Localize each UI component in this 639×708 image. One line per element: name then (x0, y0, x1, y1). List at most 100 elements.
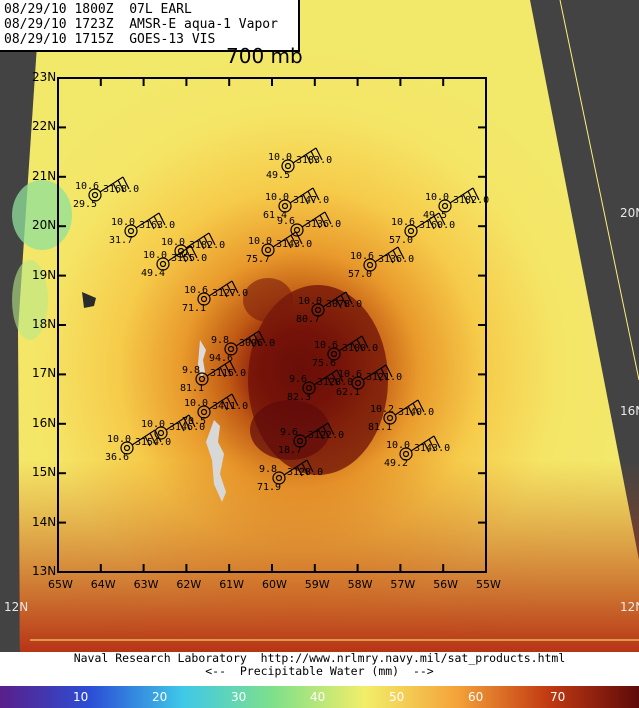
geopotential-label: 3411.0 (212, 401, 248, 412)
lat-label: 23N (32, 70, 57, 84)
temperature-label: 10.6 (75, 181, 99, 192)
lon-label: 56W (433, 578, 459, 591)
lon-label: 60W (262, 578, 287, 591)
dewpoint-label: 71.1 (182, 303, 206, 314)
dewpoint-label: 49.2 (384, 458, 408, 469)
wind-barb (301, 211, 332, 229)
temperature-label: 9.8 (259, 464, 277, 475)
dewpoint-label: 57.0 (389, 235, 413, 246)
temperature-label: 9.8 (182, 365, 200, 376)
outer-lat-label: 12N (620, 600, 639, 614)
precipitable-water-colorbar: 10 20 30 40 50 60 70 (0, 686, 639, 708)
dewpoint-label: 82.3 (287, 392, 311, 403)
lon-label: 62W (176, 578, 202, 591)
station-dot (264, 246, 272, 254)
dewpoint-label: 75.7 (246, 254, 270, 265)
station-circle (272, 471, 286, 485)
station-dot (200, 295, 208, 303)
station-dot (296, 437, 304, 445)
temperature-label: 9.6 (289, 374, 307, 385)
wind-barb (362, 364, 393, 382)
geopotential-label: 3182.0 (453, 195, 489, 206)
station-dot (123, 444, 131, 452)
temperature-label: 10.6 (184, 285, 208, 296)
station-plot: 10.0 3147.0 61.4 (263, 187, 329, 221)
station-dot (293, 226, 301, 234)
dewpoint-label: 29.5 (73, 199, 97, 210)
colorbar-tick-label: 30 (231, 690, 247, 704)
credit-line-2: <-- Precipitable Water (mm) --> (205, 664, 434, 678)
station-circle (224, 342, 238, 356)
dewpoint-label: 81.1 (180, 383, 204, 394)
station-dot (275, 474, 283, 482)
geopotential-label: 3146.0 (169, 422, 205, 433)
wind-barb (289, 187, 320, 205)
station-plot: 10.6 3168.0 29.5 (73, 176, 139, 210)
station-plot: 9.8 3115.0 81.1 (180, 360, 246, 394)
satellite-map: 10.6 3168.0 29.5 10.0 3183.0 49.5 10.0 3147.0 61… (0, 0, 639, 652)
station-plot: 9.8 3096.0 94.6 (209, 330, 275, 364)
temperature-label: 10.0 (111, 217, 135, 228)
temperature-label: 10.0 (143, 250, 167, 261)
lon-label: 61W (219, 578, 245, 591)
station-circle (311, 303, 325, 317)
temperature-label: 9.6 (277, 216, 295, 227)
geopotential-label: 3096.0 (239, 338, 275, 349)
station-circle (404, 224, 418, 238)
station-circle (363, 258, 377, 272)
geopotential-label: 3127.0 (212, 288, 248, 299)
station-plot: 9.6 3136.0 (277, 211, 341, 237)
lon-label: 58W (347, 578, 373, 591)
station-circle (383, 411, 397, 425)
dewpoint-label: 49.5 (266, 170, 290, 181)
colorbar-tick-label: 50 (389, 690, 405, 704)
temperature-label: 10.0 (141, 419, 165, 430)
temperature-label: 10.0 (268, 152, 292, 163)
wind-barb (208, 393, 239, 411)
lon-label: 55W (476, 578, 501, 591)
wind-barb (449, 187, 480, 205)
temperature-label: 10.0 (298, 296, 322, 307)
geopotential-label: 3115.0 (210, 368, 246, 379)
station-circle (197, 405, 211, 419)
dewpoint-label: 18.7 (278, 445, 302, 456)
station-plot: 9.6 3122.0 18.7 (278, 422, 344, 456)
lat-label: 18N (32, 317, 57, 331)
wind-barb (304, 422, 335, 440)
station-circle (278, 199, 292, 213)
station-plot: 10.6 3136.0 57.0 (348, 246, 414, 280)
credit-panel: Naval Research Laboratory http://www.nrl… (0, 652, 639, 686)
dewpoint-label: 75.6 (312, 358, 336, 369)
dewpoint-label: 81.1 (368, 422, 392, 433)
station-plot: 10.0 3143.0 75.7 (246, 231, 312, 265)
station-dot (314, 306, 322, 314)
station-circle (290, 223, 304, 237)
lat-label: 16N (32, 415, 57, 430)
wind-barb (135, 212, 166, 230)
station-dot (386, 414, 394, 422)
station-dot (354, 379, 362, 387)
station-circle (197, 292, 211, 306)
dewpoint-label: 49.5 (423, 210, 447, 221)
lat-label: 21N (32, 168, 57, 183)
station-circle (120, 441, 134, 455)
wind-barb (131, 429, 162, 447)
wind-barb (235, 330, 266, 348)
station-plot: 10.6 3160.0 57.0 (389, 212, 455, 246)
station-plot: 9.8 3128.0 71.9 (257, 459, 323, 493)
geopotential-label: 3168.0 (103, 184, 139, 195)
station-circle (88, 188, 102, 202)
station-dot (200, 408, 208, 416)
station-circle (156, 257, 170, 271)
station-dot (281, 202, 289, 210)
colorbar-tick-label: 20 (152, 690, 168, 704)
station-dot (402, 450, 410, 458)
station-plot: 10.0 3078.0 80.7 (296, 291, 362, 325)
wind-barb (410, 435, 441, 453)
temperature-label: 10.0 (161, 237, 185, 248)
station-circle (438, 199, 452, 213)
dewpoint-label: 49.4 (141, 268, 165, 279)
outer-lat-label: 20N (620, 206, 639, 220)
station-plot: 10.0 3154.0 36.6 (105, 429, 171, 463)
colorbar-tick-label: 10 (73, 690, 89, 704)
